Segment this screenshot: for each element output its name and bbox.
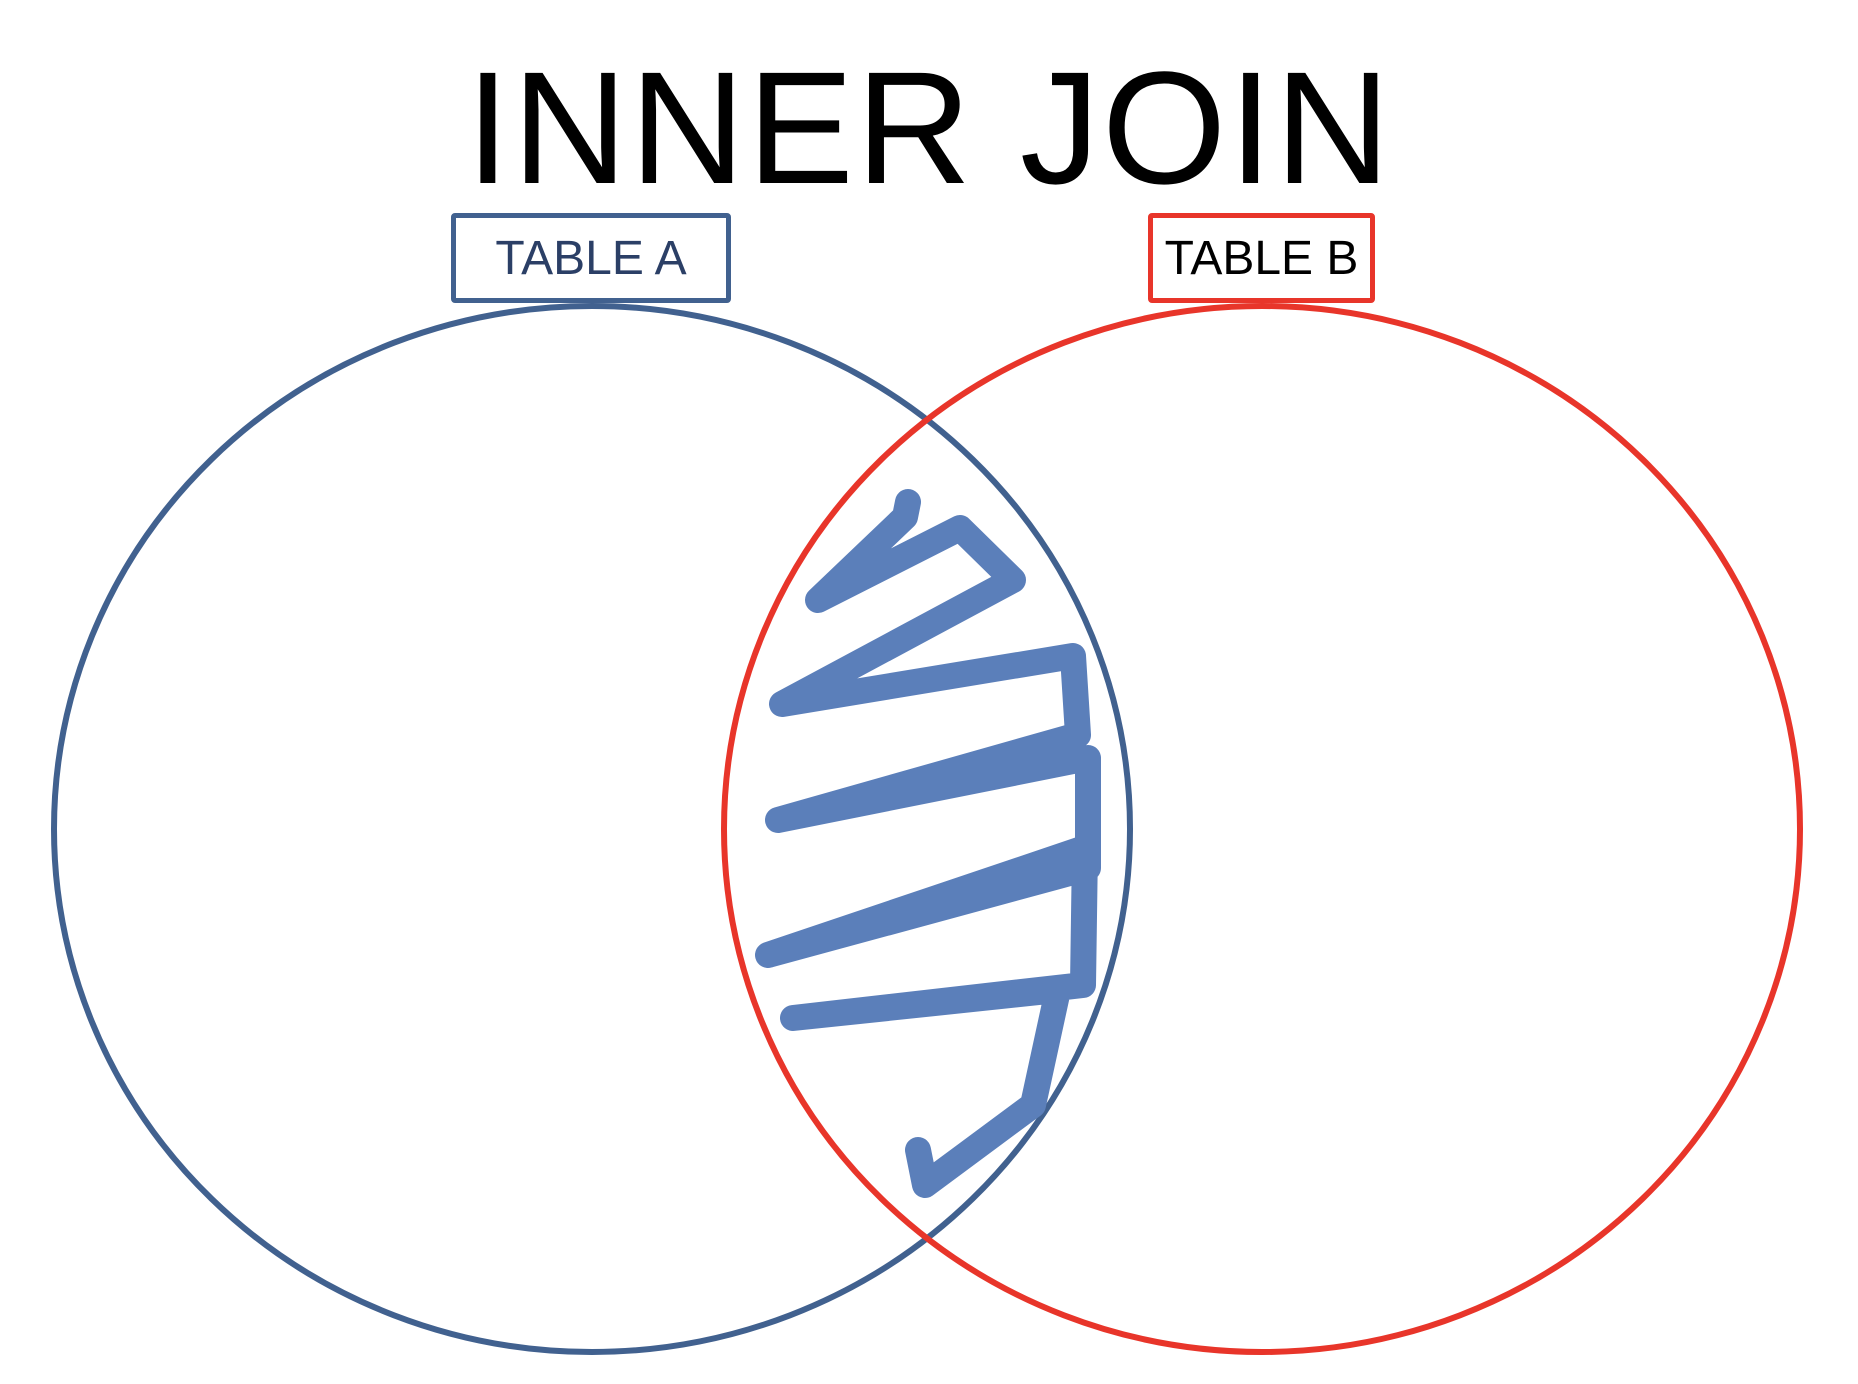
- table-a-circle: [51, 303, 1133, 1355]
- table-b-label-text: TABLE B: [1164, 231, 1359, 285]
- diagram-title: INNER JOIN: [465, 38, 1393, 217]
- table-b-circle: [721, 303, 1803, 1355]
- table-b-label: TABLE B: [1148, 213, 1375, 303]
- table-a-label: TABLE A: [451, 213, 731, 303]
- intersection-scribble: [755, 489, 1101, 1198]
- table-a-label-text: TABLE A: [495, 231, 687, 285]
